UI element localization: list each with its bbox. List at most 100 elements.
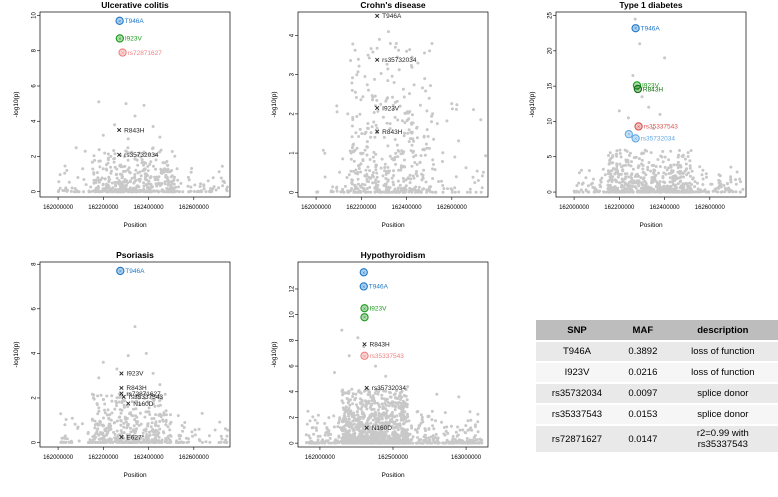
data-point: [143, 438, 147, 442]
data-point: [380, 157, 384, 161]
data-point: [372, 159, 376, 163]
data-point: [400, 427, 404, 431]
data-point: [381, 115, 385, 119]
data-point: [719, 190, 723, 194]
data-point: [122, 431, 126, 435]
data-point: [383, 166, 387, 169]
snp-label: N160D: [133, 401, 154, 408]
data-point: [607, 186, 611, 189]
data-point: [640, 158, 644, 162]
snp-label: T946A: [125, 268, 145, 275]
highlight-snp: ×: [624, 130, 633, 139]
data-point: [316, 434, 320, 438]
snp-label: rs35337543: [129, 394, 164, 401]
x-tick-label: 162400000: [134, 455, 165, 461]
data-point: [149, 425, 153, 429]
data-point: [386, 423, 390, 427]
data-point: [154, 167, 157, 171]
data-point: [381, 435, 385, 439]
data-point: [372, 423, 376, 427]
data-point: [415, 163, 419, 166]
data-point: [154, 420, 158, 424]
data-point: [694, 190, 698, 194]
data-point: [479, 190, 483, 194]
y-tick-label: 0: [290, 190, 296, 194]
data-point: [69, 189, 73, 193]
data-point: [644, 173, 648, 177]
data-point: [636, 190, 639, 194]
data-point: [177, 185, 180, 189]
data-point: [445, 425, 449, 429]
data-point: [458, 428, 462, 432]
data-point: [375, 98, 379, 102]
data-point: [390, 400, 394, 404]
data-point: [365, 140, 369, 144]
data-point: [386, 165, 390, 169]
data-point: [59, 440, 63, 444]
data-point: [630, 160, 633, 164]
data-point: [397, 48, 401, 52]
data-point: [415, 170, 418, 173]
data-point: [77, 439, 81, 443]
data-point: [457, 139, 461, 143]
data-point: [383, 430, 387, 434]
data-point: [176, 178, 180, 182]
cell-description: r2=0.99 with rs35337543: [667, 424, 778, 452]
data-point: [136, 163, 140, 167]
data-point: [422, 187, 426, 191]
data-point: [633, 17, 637, 21]
data-point: [372, 407, 376, 411]
data-point: [401, 411, 405, 415]
data-point: [135, 399, 139, 403]
data-point: [723, 186, 727, 190]
data-point: [373, 415, 377, 419]
data-point: [662, 184, 666, 188]
data-point: [351, 427, 355, 431]
data-point: [139, 441, 143, 444]
data-point: [128, 436, 132, 439]
data-point: [369, 431, 373, 434]
data-point: [224, 438, 228, 442]
data-point: [376, 408, 380, 412]
data-point: [641, 186, 645, 190]
data-point: [89, 185, 93, 189]
data-point: [148, 152, 151, 156]
data-point: [406, 432, 409, 435]
data-point: [391, 440, 395, 444]
data-point: [164, 413, 168, 417]
data-point: [127, 440, 130, 444]
data-point: [217, 170, 221, 174]
data-point: [369, 190, 373, 194]
data-point: [161, 418, 165, 422]
table-header-row: SNP MAF description: [536, 318, 778, 341]
data-point: [445, 440, 449, 443]
data-point: [311, 415, 315, 419]
data-point: [103, 408, 106, 412]
data-point: [637, 157, 641, 161]
data-point: [122, 441, 126, 444]
data-point: [199, 182, 203, 186]
data-point: [358, 391, 362, 394]
data-point: [375, 427, 379, 431]
data-point: [187, 178, 191, 182]
plot-frame: [39, 261, 231, 448]
data-point: [355, 146, 359, 150]
data-point: [329, 441, 333, 445]
data-point: [125, 183, 129, 187]
data-point: [88, 441, 92, 444]
data-point: [96, 441, 100, 444]
data-point: [112, 160, 116, 164]
data-point: [178, 190, 181, 194]
data-point: [400, 403, 404, 407]
data-point: [170, 169, 173, 172]
data-point: [607, 162, 611, 166]
data-point: [668, 189, 672, 193]
data-point: [129, 430, 133, 434]
data-point: [166, 435, 170, 439]
snp-marker-x: [119, 385, 124, 391]
data-point: [359, 98, 363, 102]
data-point: [135, 153, 139, 157]
data-point: [678, 149, 681, 152]
data-point: [394, 190, 398, 194]
data-point: [146, 182, 150, 186]
